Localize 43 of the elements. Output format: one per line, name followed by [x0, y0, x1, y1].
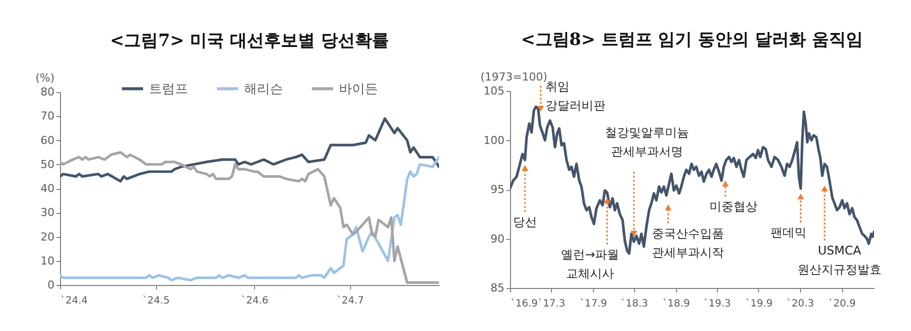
x-tick-label: `20.9: [828, 298, 856, 310]
legend-label: 해리슨: [244, 82, 283, 97]
y-tick-label: 20: [40, 230, 54, 244]
y-tick-label: 100: [484, 134, 504, 147]
annotation: 철강및알루미늄 관세부과서명: [604, 126, 689, 159]
chart-title: <그림7> 미국 대선후보별 당선확률: [110, 31, 390, 51]
y-tick-label: 60: [40, 134, 54, 147]
y-tick-label: 90: [490, 232, 504, 246]
annotation: 취임 강달러비판: [546, 80, 606, 113]
y-axis-title: (%): [36, 72, 55, 84]
x-tick-label: `24.4: [60, 296, 88, 306]
x-tick-label: `24.7: [336, 296, 364, 306]
y-tick-label: 40: [40, 182, 54, 195]
y-tick-label: 105: [484, 84, 504, 98]
legend-label: 바이든: [339, 82, 378, 97]
y-tick-label: 70: [40, 110, 54, 123]
y-tick-label: 0: [48, 278, 54, 292]
chart-title: <그림8> 트럼프 임기 동안의 달러화 움직임: [521, 30, 863, 50]
y-tick-label: 80: [40, 86, 54, 98]
x-tick-label: `24.6: [241, 296, 268, 306]
annotation: 중국산수입품 관세부과시작: [652, 226, 724, 260]
y-tick-label: 50: [40, 158, 54, 171]
x-tick-label: `16.9: [510, 298, 538, 310]
legend-label: 트럼프: [149, 82, 188, 97]
annotation: 미중협상: [709, 200, 758, 214]
annotation: 당선: [512, 214, 537, 229]
x-tick-label: `19.9: [745, 298, 773, 310]
annotation: 팬데믹: [770, 226, 807, 240]
x-tick-label: `20.3: [786, 298, 814, 310]
x-tick-label: `24.5: [142, 296, 170, 306]
y-axis-title: (1973=100): [480, 70, 548, 84]
x-tick-label: `18.3: [620, 298, 648, 310]
x-tick-label: `17.3: [538, 298, 566, 310]
y-tick-label: 95: [490, 183, 504, 196]
y-tick-label: 30: [40, 206, 54, 220]
x-tick-label: `18.9: [662, 298, 690, 310]
annotation: 옐런→파월 교체시사: [561, 247, 620, 280]
y-tick-label: 10: [40, 254, 54, 268]
x-tick-label: `17.9: [580, 298, 607, 310]
annotation: USMCA 원산지규정발효: [798, 244, 882, 277]
y-tick-label: 85: [490, 282, 504, 294]
x-tick-label: `19.3: [704, 298, 731, 310]
line-series: [60, 117, 439, 183]
